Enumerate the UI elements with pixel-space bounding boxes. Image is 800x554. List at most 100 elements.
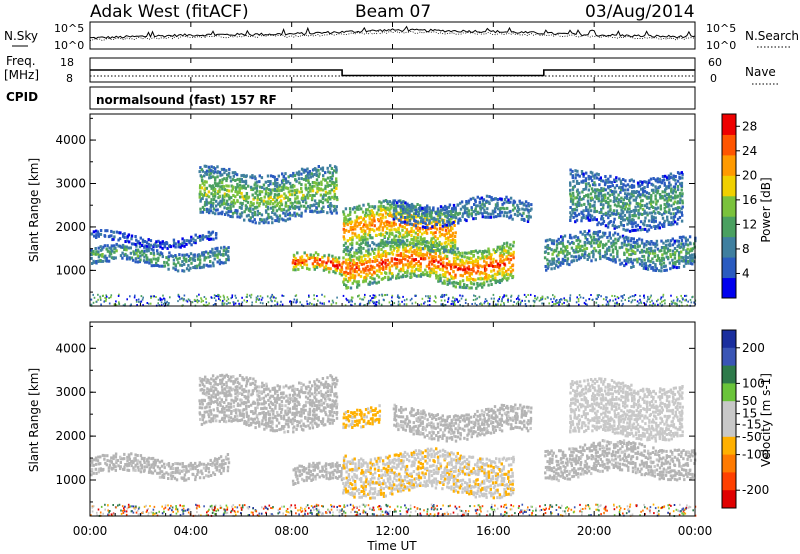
date-label: 03/Aug/2014 xyxy=(585,2,695,22)
power-band-4 xyxy=(342,238,515,290)
velocity-heatmap xyxy=(90,373,697,517)
colorbar-segment xyxy=(722,490,736,509)
colorbar-tick-label: -15 xyxy=(742,417,762,431)
x-tick-label: 12:00 xyxy=(375,524,410,538)
cpid-label: CPID xyxy=(6,90,38,104)
colorbar-segment xyxy=(722,216,736,238)
y-tick-label: 4000 xyxy=(55,133,86,147)
colorbar-tick-label: 4 xyxy=(742,266,750,280)
nsky-top-tick: 10^5 xyxy=(54,22,84,35)
power-band-7 xyxy=(543,229,697,273)
colorbar-segment xyxy=(722,419,736,438)
velocity-band-3 xyxy=(342,447,515,500)
nsearch-label: N.Search xyxy=(745,29,799,43)
colorbar-tick-label: 24 xyxy=(742,144,757,158)
power-heatmap xyxy=(90,164,697,307)
nsky-line xyxy=(90,25,696,40)
colorbar-segment xyxy=(722,134,736,156)
colorbar-segment xyxy=(722,175,736,197)
colorbar-tick-label: 100 xyxy=(742,376,765,390)
x-tick-label: 00:00 xyxy=(73,524,108,538)
power-band-3 xyxy=(291,251,344,277)
colorbar-segment xyxy=(722,277,736,299)
velocity-colorbar-label: Velocity [m s-1] xyxy=(759,373,773,467)
velocity-band-2 xyxy=(291,461,344,486)
colorbar-tick-label: 28 xyxy=(742,119,757,133)
power-band-5 xyxy=(342,199,457,255)
freq-bottom-tick: 8 xyxy=(66,72,73,85)
colorbar-segment xyxy=(722,347,736,367)
y-tick-label: 1000 xyxy=(55,473,86,487)
x-tick-label: 04:00 xyxy=(174,524,209,538)
colorbar-segment xyxy=(722,472,736,491)
velocity-band-6 xyxy=(544,439,697,483)
y-tick-label: 1000 xyxy=(55,263,86,277)
time-x-axis: 00:00 04:00 08:00 12:00 16:00 20:00 00:00 xyxy=(73,22,713,538)
freq-label: Freq. xyxy=(6,54,36,68)
velocity-near-range-speckle xyxy=(90,503,697,517)
x-tick-label: 16:00 xyxy=(476,524,511,538)
colorbar-tick-label: 20 xyxy=(742,168,757,182)
nsky-trace xyxy=(89,25,696,41)
velocity-y-axis-label: Slant Range [km] xyxy=(27,368,41,472)
nsky-bottom-tick: 10^0 xyxy=(54,39,84,52)
freq-line xyxy=(90,69,695,77)
power-band-8 xyxy=(569,168,684,233)
colorbar-tick-label: 200 xyxy=(742,341,765,355)
cpid-text: normalsound (fast) 157 RF xyxy=(96,93,277,107)
power-band-0 xyxy=(90,242,230,273)
colorbar-segment xyxy=(722,454,736,473)
x-tick-label: 20:00 xyxy=(577,524,612,538)
power-colorbar: 4 8 12 16 20 24 28 xyxy=(721,113,757,299)
colorbar-tick-label: 12 xyxy=(742,217,757,231)
colorbar-tick-label: -100 xyxy=(742,448,769,462)
y-tick-label: 2000 xyxy=(55,220,86,234)
velocity-band-5 xyxy=(392,403,533,443)
colorbar-frame xyxy=(721,329,737,509)
colorbar-segment xyxy=(722,365,736,384)
colorbar-segment xyxy=(722,330,736,349)
beam-label: Beam 07 xyxy=(355,2,431,22)
colorbar-tick-label: 50 xyxy=(742,394,757,408)
freq-unit-label: [MHz] xyxy=(4,68,39,82)
velocity-band-1 xyxy=(198,373,339,434)
power-colorbar-label: Power [dB] xyxy=(759,177,773,242)
power-band-2 xyxy=(198,164,339,225)
velocity-band-7 xyxy=(569,377,684,443)
y-tick-label: 4000 xyxy=(55,341,86,355)
colorbar-segment xyxy=(722,195,736,217)
velocity-band-4 xyxy=(342,404,382,430)
colorbar-tick-label: 15 xyxy=(742,407,757,421)
colorbar-segment xyxy=(722,154,736,176)
y-tick-label: 2000 xyxy=(55,429,86,443)
y-tick-label: 3000 xyxy=(55,385,86,399)
colorbar-tick-label: -50 xyxy=(742,430,762,444)
x-tick-label: 00:00 xyxy=(678,524,713,538)
radar-title: Adak West (fitACF) xyxy=(90,2,249,22)
nave-label: Nave xyxy=(745,65,776,79)
colorbar-segment xyxy=(722,436,736,456)
nsearch-bottom-tick: 10^0 xyxy=(706,39,736,52)
colorbar-tick-label: 8 xyxy=(742,242,750,256)
nsearch-top-tick: 10^5 xyxy=(706,22,736,35)
power-band-6 xyxy=(392,194,533,229)
freq-trace xyxy=(90,69,695,77)
velocity-y-axis: 1000 2000 3000 4000 xyxy=(55,325,695,503)
nsky-label: N.Sky xyxy=(4,29,38,43)
y-tick-label: 3000 xyxy=(55,177,86,191)
colorbar-frame xyxy=(721,113,737,299)
power-band-1 xyxy=(90,229,218,250)
colorbar-segment xyxy=(722,257,736,279)
colorbar-segment xyxy=(722,401,736,420)
velocity-band-0 xyxy=(90,452,231,482)
power-y-axis-label: Slant Range [km] xyxy=(27,158,41,262)
nave-bottom-tick: 0 xyxy=(710,72,717,85)
nave-top-tick: 60 xyxy=(708,56,722,69)
colorbar-tick-label: -200 xyxy=(742,483,769,497)
colorbar-tick-label: 16 xyxy=(742,193,757,207)
colorbar-segment xyxy=(722,114,736,135)
x-axis-label: Time UT xyxy=(366,539,417,553)
x-tick-label: 08:00 xyxy=(274,524,309,538)
